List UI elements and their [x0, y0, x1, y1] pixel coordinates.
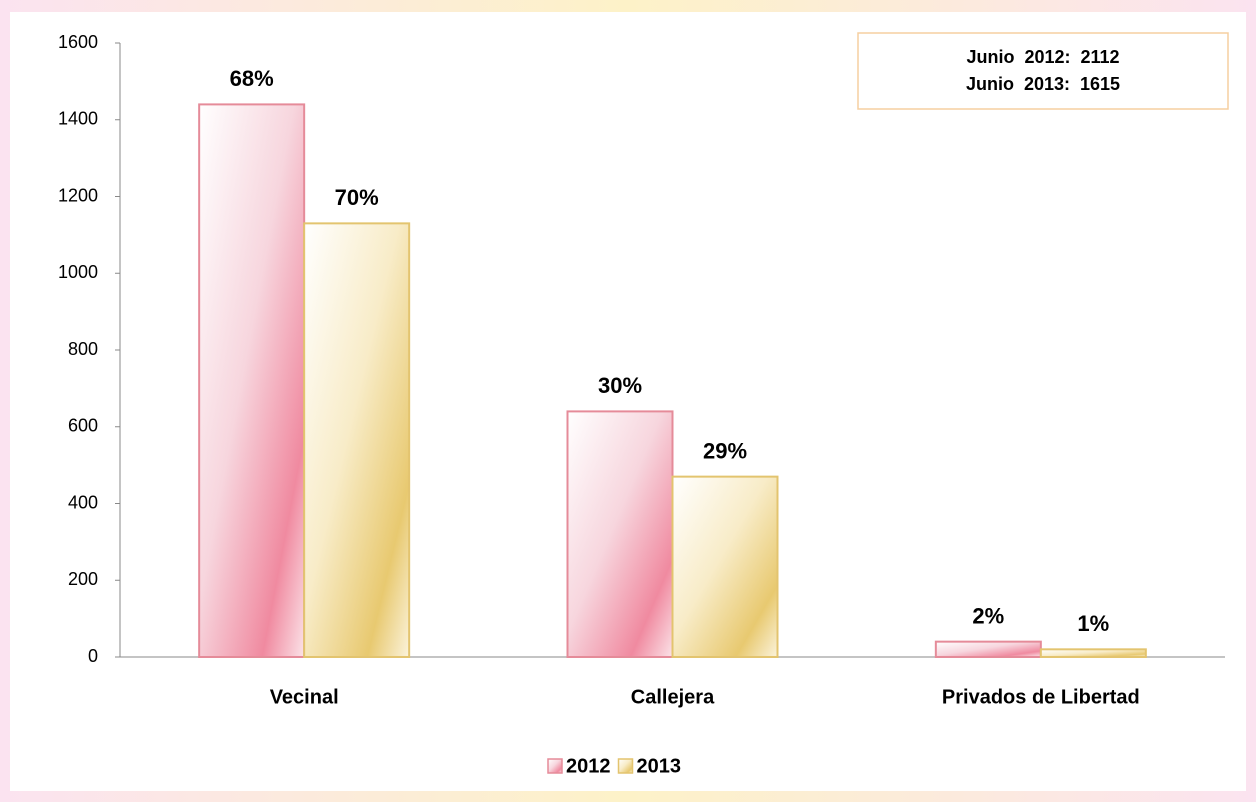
x-tick-label: Privados de Libertad: [942, 686, 1140, 708]
bar: [303, 222, 411, 659]
bar: [671, 475, 779, 659]
bar: [934, 640, 1042, 659]
x-tick-label: Callejera: [631, 686, 715, 708]
legend-swatch: [547, 758, 563, 774]
annotation: Junio 2012: 2112: [966, 47, 1119, 67]
data-label: 2%: [972, 603, 1004, 628]
plot-background: [10, 12, 1246, 791]
legend-swatch: [617, 758, 634, 774]
y-tick-label: 1000: [58, 262, 98, 282]
annotation-box: [857, 32, 1229, 110]
bar: [198, 103, 306, 658]
y-tick-label: 600: [68, 416, 98, 436]
bar: [566, 410, 674, 658]
y-tick-label: 1200: [58, 185, 98, 205]
annotation: Junio 2013: 1615: [966, 74, 1120, 94]
data-label: 1%: [1077, 611, 1109, 636]
legend-label: 2012: [566, 755, 611, 777]
data-label: 30%: [598, 373, 642, 398]
y-tick-label: 200: [68, 569, 98, 589]
bar: [1039, 648, 1147, 659]
y-tick-label: 1400: [58, 109, 98, 129]
data-label: 29%: [703, 438, 747, 463]
data-label: 70%: [335, 185, 379, 210]
y-tick-label: 0: [88, 646, 98, 666]
y-tick-label: 400: [68, 492, 98, 512]
y-tick-label: 1600: [58, 32, 98, 52]
legend-label: 2013: [637, 755, 682, 777]
y-tick-label: 800: [68, 339, 98, 359]
x-tick-label: Vecinal: [270, 686, 339, 708]
data-label: 68%: [230, 66, 274, 91]
